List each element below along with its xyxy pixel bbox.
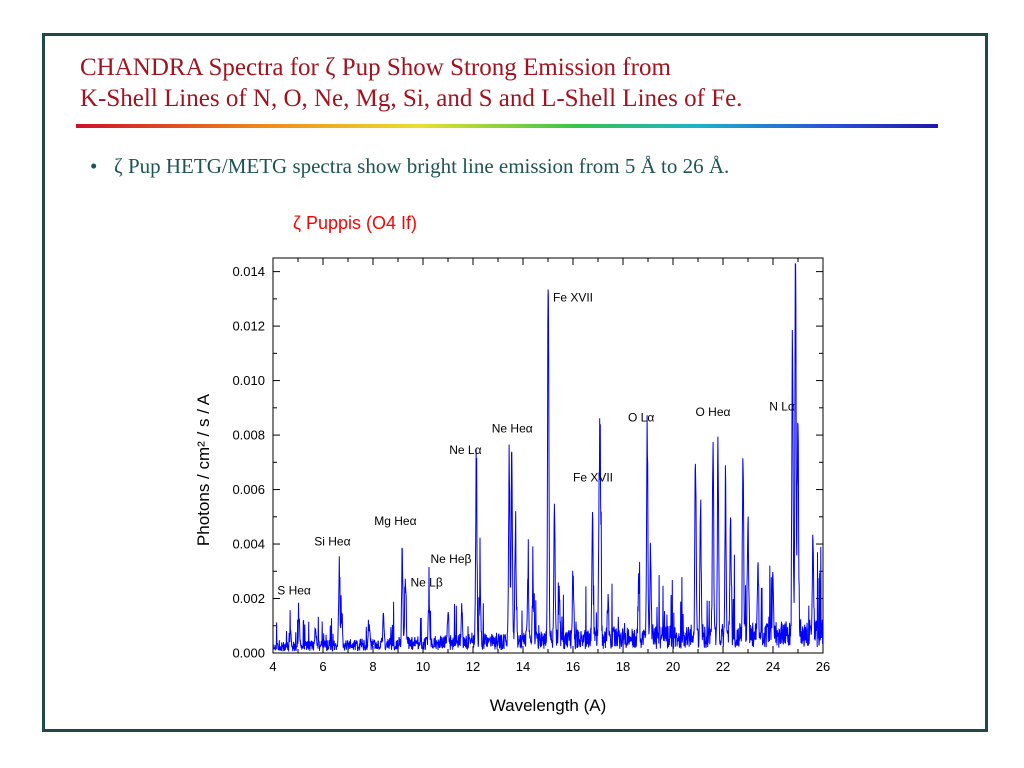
slide-title-line-2: K-Shell Lines of N, O, Ne, Mg, Si, and S…	[80, 85, 743, 112]
x-tick-label: 10	[416, 659, 430, 674]
chart-title: ζ Puppis (O4 If)	[293, 213, 417, 233]
line-annotation: S Heα	[277, 583, 311, 597]
x-tick-label: 6	[319, 659, 326, 674]
line-annotation: Ne Lβ	[411, 575, 443, 589]
y-tick-label: 0.000	[232, 646, 265, 661]
x-tick-label: 12	[466, 659, 480, 674]
y-tick-label: 0.008	[232, 428, 265, 443]
slide-title-line-1: CHANDRA Spectra for ζ Pup Show Strong Em…	[80, 54, 671, 81]
x-tick-label: 8	[369, 659, 376, 674]
x-tick-label: 14	[516, 659, 530, 674]
y-tick-label: 0.014	[232, 264, 265, 279]
y-tick-label: 0.012	[232, 319, 265, 334]
line-annotation: Fe XVII	[553, 291, 593, 305]
line-annotation: Mg Heα	[374, 514, 416, 528]
slide-frame	[42, 33, 988, 732]
line-annotation: O Lα	[628, 410, 654, 424]
line-annotation: Ne Lα	[449, 443, 481, 457]
line-annotation: Ne Heα	[492, 421, 533, 435]
line-annotation: O Heα	[696, 405, 731, 419]
line-annotation: N Lα	[769, 400, 795, 414]
x-axis-label: Wavelength (A)	[490, 696, 607, 715]
x-tick-label: 22	[716, 659, 730, 674]
y-tick-label: 0.010	[232, 373, 265, 388]
y-tick-label: 0.002	[232, 591, 265, 606]
bullet-text: ζ Pup HETG/METG spectra show bright line…	[114, 154, 730, 178]
axis-tick-labels: 4 6 8 10 12 14 16 18 20 22 24 26 0.000 0.002 0.004 0.00…	[232, 264, 830, 674]
axis-ticks	[272, 258, 824, 654]
x-tick-label: 4	[269, 659, 276, 674]
bullet-dot-icon: •	[90, 154, 98, 178]
x-tick-label: 24	[766, 659, 780, 674]
slide-title: CHANDRA Spectra for ζ Pup Show Strong Em…	[80, 52, 742, 114]
y-axis-label: Photons / cm² / s / A	[194, 393, 213, 546]
line-annotations: S Heα Si Heα Mg Heα Ne Heβ Ne Lβ Ne Lα Ne Heα F…	[277, 291, 795, 598]
x-tick-label: 26	[816, 659, 830, 674]
x-tick-label: 16	[566, 659, 580, 674]
rainbow-divider	[76, 124, 938, 128]
line-annotation: Fe XVII	[573, 470, 613, 484]
line-annotation: Ne Heβ	[431, 552, 472, 566]
bullet-item: • ζ Pup HETG/METG spectra show bright lin…	[90, 154, 729, 179]
spectrum-line	[272, 263, 824, 653]
y-tick-label: 0.006	[232, 482, 265, 497]
y-tick-label: 0.004	[232, 537, 265, 552]
x-tick-label: 18	[616, 659, 630, 674]
x-tick-label: 20	[666, 659, 680, 674]
line-annotation: Si Heα	[314, 534, 350, 548]
